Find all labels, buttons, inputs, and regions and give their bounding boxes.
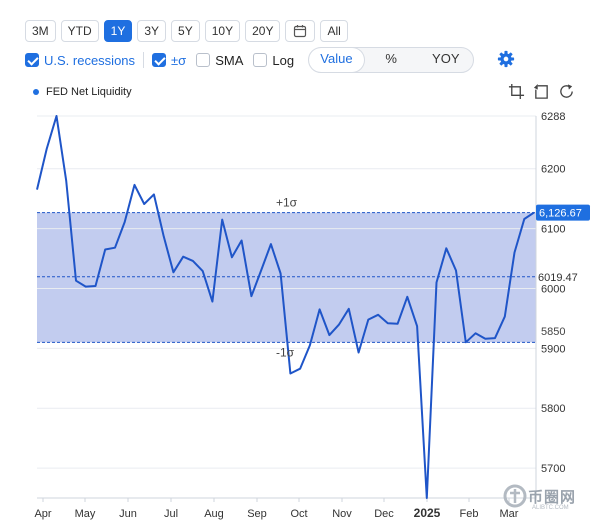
sma-label: SMA	[215, 52, 244, 68]
reset-icon[interactable]	[533, 83, 550, 100]
logo-icon	[503, 484, 527, 508]
x-tick-label: Nov	[332, 508, 352, 520]
watermark-subtext: ALIBTC.COM	[532, 505, 569, 511]
chart-legend: FED Net Liquidity	[33, 86, 132, 98]
x-tick-label: Sep	[247, 508, 267, 520]
range-selector: 3M YTD 1Y 3Y 5Y 10Y 20Y All	[25, 20, 348, 42]
recessions-checkbox[interactable]	[25, 53, 39, 67]
x-tick-label: Aug	[204, 508, 224, 520]
range-20y-button[interactable]: 20Y	[245, 20, 281, 42]
chart-tools	[508, 83, 575, 100]
view-percent-tab[interactable]: %	[385, 51, 397, 66]
y-tick-label: 6000	[541, 283, 565, 295]
sma-checkbox[interactable]	[196, 53, 211, 67]
x-tick-label: 2025	[414, 506, 441, 520]
view-value-tab[interactable]: Value	[309, 48, 364, 72]
upper-sigma-label: +1σ	[276, 196, 298, 210]
x-tick-label: Apr	[34, 508, 51, 520]
last-value-badge	[536, 204, 590, 221]
range-1y-button[interactable]: 1Y	[103, 20, 133, 42]
range-3m-button[interactable]: 3M	[25, 20, 56, 42]
legend-series-name: FED Net Liquidity	[46, 86, 132, 98]
range-ytd-button[interactable]: YTD	[60, 20, 99, 42]
refresh-icon[interactable]	[558, 83, 575, 100]
watermark-logo: 币圈网 ALIBTC.COM	[502, 483, 577, 511]
x-tick-label: May	[75, 508, 96, 520]
legend-dot	[33, 89, 39, 95]
x-tick-label: Jul	[164, 508, 178, 520]
sigma-checkbox[interactable]	[152, 53, 167, 67]
log-label: Log	[272, 52, 295, 68]
range-5y-button[interactable]: 5Y	[171, 20, 200, 42]
calendar-button[interactable]	[285, 20, 316, 42]
x-tick-label: Dec	[374, 508, 394, 520]
sigma-toggle[interactable]: ±σ	[152, 53, 186, 68]
crop-icon[interactable]	[508, 83, 525, 100]
series-line-fed-net-liquidity	[36, 115, 535, 499]
recessions-label: U.S. recessions	[44, 52, 136, 68]
partial-tick-label: 5850	[541, 326, 565, 338]
range-3y-button[interactable]: 3Y	[137, 20, 167, 42]
last-value-label: 6,126.67	[539, 208, 582, 220]
view-mode-switch: Value % YOY	[308, 47, 475, 73]
y-tick-label: 6288	[541, 111, 565, 123]
sigma-band	[37, 212, 536, 343]
sma-toggle[interactable]: SMA	[196, 53, 243, 68]
range-all-button[interactable]: All	[320, 20, 348, 42]
x-tick-label: Feb	[460, 508, 479, 520]
range-10y-button[interactable]: 10Y	[204, 20, 241, 42]
y-tick-label: 6200	[541, 164, 565, 176]
y-tick-label: 5700	[541, 463, 565, 475]
x-tick-label: Jun	[119, 508, 137, 520]
view-yoy-tab[interactable]: YOY	[432, 51, 460, 66]
mean-value-label: 6019.47	[538, 272, 578, 284]
calendar-icon	[294, 25, 307, 38]
x-tick-label: Mar	[500, 508, 519, 520]
y-tick-label: 5900	[541, 343, 565, 355]
x-tick-label: Oct	[290, 508, 307, 520]
lower-sigma-label: -1σ	[276, 345, 295, 359]
options-row: U.S. recessions ±σ SMA Log Value % YOY	[25, 47, 475, 73]
sigma-label: ±σ	[171, 52, 187, 68]
options-divider	[143, 52, 145, 68]
log-toggle[interactable]: Log	[253, 53, 294, 68]
y-tick-label: 6100	[541, 224, 565, 236]
watermark-text: 币圈网	[528, 488, 577, 506]
recessions-toggle[interactable]: U.S. recessions	[25, 53, 135, 68]
y-tick-label: 5800	[541, 403, 565, 415]
gear-icon[interactable]	[497, 50, 515, 68]
log-checkbox[interactable]	[253, 53, 268, 67]
